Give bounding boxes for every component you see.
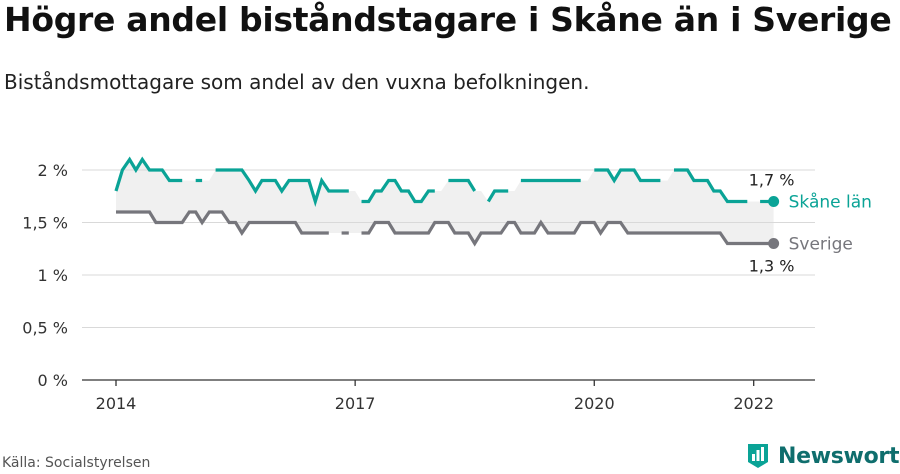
x-axis: [82, 379, 815, 386]
newsworthy-brand[interactable]: Newsworthy: [746, 441, 900, 471]
series-line: [674, 168, 748, 204]
series-line: [116, 210, 329, 236]
series-sverige: [116, 210, 780, 249]
value-annotation: 1,3 %: [749, 257, 795, 276]
series-label: Skåne län: [789, 192, 872, 213]
series-end-marker: [768, 196, 780, 207]
series-labels: Skåne län 1,7 % Sverige 1,3 %: [749, 171, 872, 276]
y-tick-label: 0,5 %: [22, 319, 68, 338]
series-line: [114, 156, 183, 192]
y-tick-label: 2 %: [38, 161, 68, 180]
series-end-marker: [768, 238, 780, 249]
series-line: [361, 219, 774, 247]
x-tick-label: 2022: [733, 394, 774, 413]
chart-subtitle: Biståndsmottagare som andel av den vuxna…: [4, 70, 590, 94]
x-tick-label: 2014: [96, 394, 137, 413]
value-annotation: 1,7 %: [749, 171, 795, 190]
source-note: Källa: Socialstyrelsen: [2, 455, 151, 471]
chart-title: Högre andel biståndstagare i Skåne än i …: [4, 0, 892, 39]
brand-name: Newsworthy: [778, 443, 900, 469]
x-tick-label: 2017: [335, 394, 376, 413]
series-line: [215, 168, 349, 207]
series-line: [448, 178, 477, 192]
series-label: Sverige: [789, 235, 853, 255]
newsworthy-logo-icon: [748, 444, 768, 468]
y-tick-label: 0 %: [38, 371, 68, 390]
series-skane-lan: [114, 156, 780, 207]
range-band-layer: [116, 159, 774, 244]
series-line: [486, 189, 509, 203]
range-band: [116, 159, 774, 244]
x-tick-label: 2020: [574, 394, 615, 413]
series-line: [361, 178, 435, 204]
y-tick-label: 1 %: [38, 266, 68, 285]
series-line: [594, 168, 661, 184]
y-axis-tick-labels: 0 % 0,5 % 1 % 1,5 % 2 %: [22, 161, 68, 390]
y-tick-label: 1,5 %: [22, 214, 68, 233]
series-lines: [114, 156, 780, 249]
x-axis-tick-labels: 2014 2017 2020 2022: [96, 394, 774, 413]
